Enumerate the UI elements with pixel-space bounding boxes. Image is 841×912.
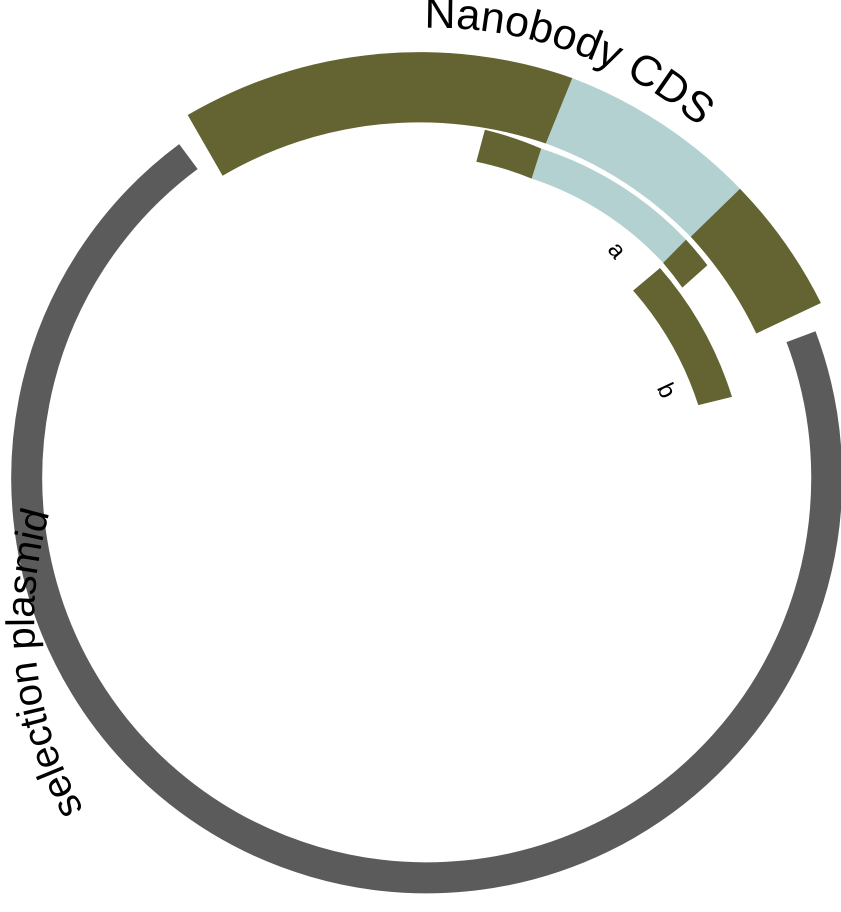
fragment-a-right-flank <box>663 239 708 288</box>
fragment-a-variable-region <box>531 148 686 263</box>
fragment-b-band <box>633 268 732 406</box>
fragment-b-label: b <box>651 379 681 403</box>
backbone-arc <box>11 144 841 894</box>
fragment-a-label: a <box>602 237 632 265</box>
insert-left-flank <box>187 52 573 176</box>
fragment-a-left-flank <box>476 129 542 179</box>
insert-right-flank <box>690 188 821 334</box>
insert-variable-region <box>545 78 740 237</box>
